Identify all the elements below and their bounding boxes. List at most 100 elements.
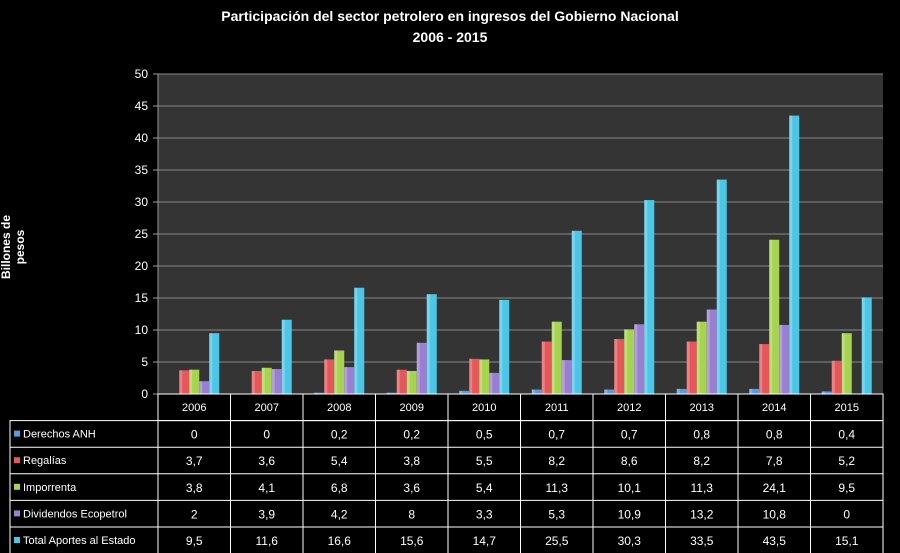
bar <box>334 350 345 394</box>
y-tick-label: 0 <box>141 387 148 401</box>
data-label: 15,1 <box>835 534 859 548</box>
bar-highlight <box>386 392 390 394</box>
data-label: 30,3 <box>618 534 642 548</box>
bar <box>624 329 635 394</box>
bar-highlight <box>789 115 793 394</box>
bar <box>861 297 872 394</box>
y-tick-label: 15 <box>135 291 149 305</box>
bar <box>841 333 852 394</box>
bar <box>261 367 272 394</box>
data-label: 3,3 <box>476 507 493 521</box>
bar <box>644 200 655 394</box>
data-label: 11,6 <box>256 534 279 548</box>
bar-highlight <box>199 381 203 394</box>
y-tick-label: 10 <box>135 323 149 337</box>
data-label: 3,8 <box>186 481 203 495</box>
bar-highlight <box>841 333 845 394</box>
bar <box>199 381 210 394</box>
table-body-frame <box>9 420 884 553</box>
bar <box>324 359 335 394</box>
y-tick-label: 5 <box>141 355 148 369</box>
data-label: 6,8 <box>331 481 348 495</box>
y-tick-label: 20 <box>135 259 149 273</box>
bar-highlight <box>189 369 193 394</box>
data-label: 0 <box>843 507 850 521</box>
bar <box>541 341 552 394</box>
bar-highlight <box>334 350 338 394</box>
bar <box>281 319 292 394</box>
bar <box>561 360 572 394</box>
data-label: 13,2 <box>690 507 714 521</box>
bar-highlight <box>614 338 618 394</box>
data-label: 3,9 <box>258 507 275 521</box>
y-tick-label: 50 <box>135 67 149 81</box>
bar <box>416 342 427 394</box>
data-label: 9,5 <box>838 481 855 495</box>
data-label: 3,6 <box>258 454 275 468</box>
bar-highlight <box>459 390 463 394</box>
data-label: 5,3 <box>548 507 565 521</box>
bar <box>716 179 727 394</box>
bar-highlight <box>209 333 213 394</box>
data-label: 0,4 <box>838 428 855 442</box>
bar <box>469 358 480 394</box>
bar-highlight <box>469 358 473 394</box>
y-tick-label: 30 <box>135 195 149 209</box>
bar-highlight <box>261 367 265 394</box>
legend-swatch <box>14 483 20 490</box>
x-tick-label: 2007 <box>255 402 279 414</box>
bar <box>209 333 220 394</box>
bar <box>706 309 717 394</box>
bar <box>831 360 842 394</box>
legend-swatch <box>14 537 20 543</box>
bar-highlight <box>179 370 183 394</box>
bar-highlight <box>271 369 275 394</box>
legend-swatch <box>14 457 20 464</box>
bar-highlight <box>344 367 348 394</box>
data-label: 33,5 <box>690 534 714 548</box>
bar-highlight <box>354 287 358 394</box>
bar <box>396 369 407 394</box>
data-label: 5,4 <box>476 481 493 495</box>
bar-highlight <box>479 359 483 394</box>
bar <box>769 239 780 394</box>
x-tick-label: 2015 <box>835 402 859 414</box>
bar <box>499 299 510 394</box>
bar-highlight <box>416 342 420 394</box>
y-tick-label: 45 <box>135 99 149 113</box>
x-tick-label: 2010 <box>472 402 496 414</box>
bar <box>314 392 325 394</box>
bar <box>426 294 437 394</box>
data-label: 24,1 <box>763 481 787 495</box>
legend-entry: Dividendos Ecopetrol <box>23 508 127 520</box>
x-tick-label: 2009 <box>400 402 424 414</box>
bar-highlight <box>281 319 285 394</box>
bar <box>531 389 542 394</box>
data-label: 5,2 <box>838 454 855 468</box>
data-label: 11,3 <box>691 481 714 495</box>
x-tick-label: 2011 <box>545 402 569 414</box>
bar <box>821 391 832 394</box>
x-tick-label: 2006 <box>182 402 206 414</box>
data-label: 3,6 <box>403 481 420 495</box>
bar-highlight <box>571 230 575 394</box>
bar <box>551 321 562 394</box>
bar-highlight <box>531 389 535 394</box>
data-label: 0,5 <box>476 428 493 442</box>
data-label: 8 <box>408 507 415 521</box>
y-tick-label: 25 <box>135 227 149 241</box>
x-tick-label: 2013 <box>690 402 714 414</box>
bar-highlight <box>634 324 638 394</box>
bar-highlight <box>314 392 318 394</box>
bar-highlight <box>489 372 493 394</box>
x-tick-label: 2008 <box>327 402 351 414</box>
bar <box>344 367 355 394</box>
bar-highlight <box>541 341 545 394</box>
bar-highlight <box>749 388 753 394</box>
bar-highlight <box>561 360 565 394</box>
data-label: 5,4 <box>331 454 348 468</box>
bar <box>686 341 697 394</box>
data-label: 16,6 <box>328 534 352 548</box>
bar <box>251 370 262 394</box>
